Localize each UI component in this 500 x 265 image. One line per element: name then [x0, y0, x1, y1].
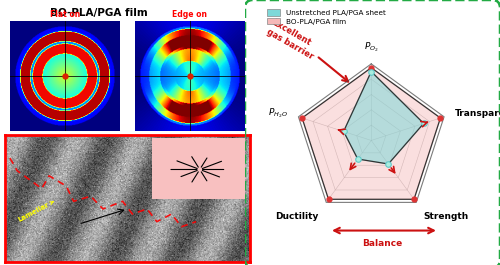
Text: Balance: Balance [362, 240, 403, 249]
Bar [152, 138, 245, 199]
Text: Ductility: Ductility [276, 212, 319, 221]
Text: Edge on: Edge on [172, 10, 208, 19]
Text: Transparency: Transparency [455, 109, 500, 118]
Polygon shape [344, 72, 423, 164]
Polygon shape [302, 68, 440, 199]
Text: Lamellar: Lamellar [17, 201, 54, 223]
Text: BO-PLA/PGA film: BO-PLA/PGA film [50, 8, 148, 18]
Text: Flat on: Flat on [50, 10, 80, 19]
Text: Gas diffusion pathway: Gas diffusion pathway [46, 249, 152, 258]
Text: $P_{H_2O}$: $P_{H_2O}$ [268, 107, 287, 121]
Text: Excellent
gas barrier: Excellent gas barrier [266, 18, 320, 61]
Text: $P_{O_2}$: $P_{O_2}$ [364, 40, 378, 54]
Legend: Unstretched PLA/PGA sheet, BO-PLA/PGA film: Unstretched PLA/PGA sheet, BO-PLA/PGA fi… [264, 6, 388, 28]
Text: Strength: Strength [424, 212, 469, 221]
